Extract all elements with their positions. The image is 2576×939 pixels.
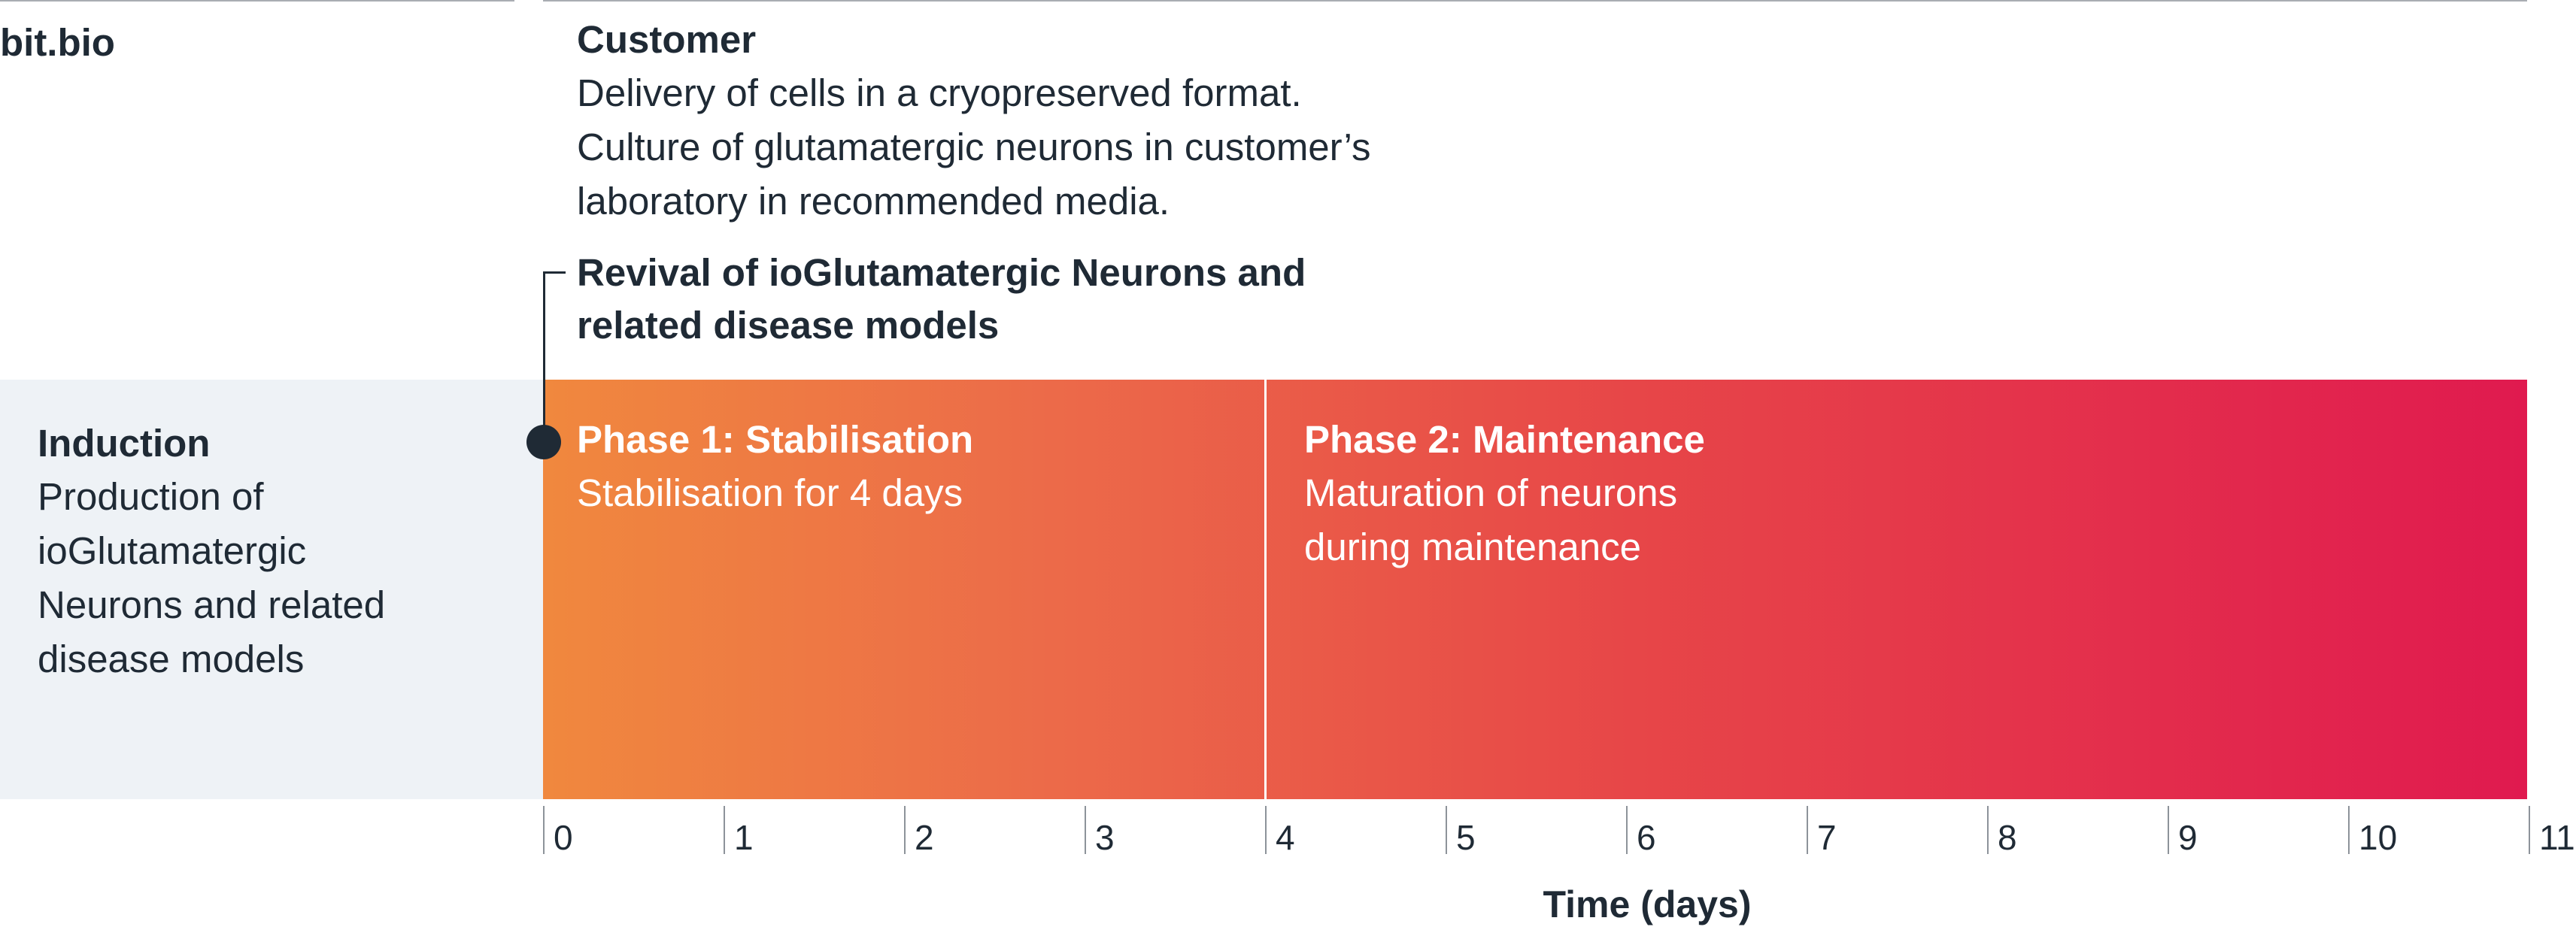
phase2-title: Phase 2: Maintenance [1304,418,1705,461]
axis-tick [1085,806,1086,854]
customer-line-2: Culture of glutamatergic neurons in cust… [577,126,1371,168]
axis-tick [1987,806,1989,854]
axis-tick [1626,806,1628,854]
induction-line-3: Neurons and related [38,583,386,626]
axis-tick [1446,806,1447,854]
phase2-line-2: during maintenance [1304,526,1641,568]
phase1-line-1: Stabilisation for 4 days [577,471,963,514]
axis-tick [543,806,545,854]
axis-tick [724,806,725,854]
axis-tick-label: 5 [1456,818,1476,857]
axis-tick [2529,806,2530,854]
axis-tick [1807,806,1808,854]
phase2-block: Phase 2: Maintenance Maturation of neuro… [1304,413,2207,574]
axis-tick-label: 10 [2359,818,2398,857]
phase1-block: Phase 1: Stabilisation Stabilisation for… [577,413,1239,520]
axis-tick-label: 3 [1095,818,1115,857]
induction-line-2: ioGlutamatergic [38,529,307,572]
induction-panel: Induction Production of ioGlutamatergic … [0,380,543,799]
customer-section: Customer Delivery of cells in a cryopres… [577,14,1705,229]
revival-line-2: related disease models [577,304,1000,347]
customer-rule [543,0,2527,2]
axis-tick-label: 7 [1817,818,1837,857]
axis-tick-label: 1 [734,818,754,857]
phase2-line-1: Maturation of neurons [1304,471,1678,514]
customer-title: Customer [577,18,757,61]
axis-tick [2348,806,2350,854]
timeline-bar [543,380,2527,799]
axis-tick [1265,806,1267,854]
axis-tick [2168,806,2169,854]
axis-label: Time (days) [1543,883,1752,925]
customer-line-3: laboratory in recommended media. [577,180,1170,223]
axis-tick-label: 8 [1998,818,2017,857]
axis-tick-label: 6 [1637,818,1656,857]
revival-section: Revival of ioGlutamatergic Neurons and r… [577,247,1705,352]
axis-tick-label: 2 [915,818,934,857]
revival-connector-stub [543,271,566,274]
customer-line-1: Delivery of cells in a cryopreserved for… [577,71,1302,114]
axis-tick-label: 9 [2178,818,2198,857]
axis-tick [904,806,906,854]
axis-tick-label: 11 [2539,818,2575,857]
revival-line-1: Revival of ioGlutamatergic Neurons and [577,251,1306,294]
induction-title: Induction [38,422,211,465]
phase1-title: Phase 1: Stabilisation [577,418,974,461]
axis-tick-label: 0 [554,818,573,857]
provider-rule [0,0,514,2]
axis-tick-label: 4 [1276,818,1295,857]
revival-connector-line [543,271,545,441]
provider-label: bit.bio [0,21,115,64]
revival-marker-dot [526,425,561,459]
induction-text: Induction Production of ioGlutamatergic … [38,417,519,686]
phase-divider [1264,380,1267,799]
induction-line-1: Production of [38,475,264,518]
induction-line-4: disease models [38,638,305,680]
